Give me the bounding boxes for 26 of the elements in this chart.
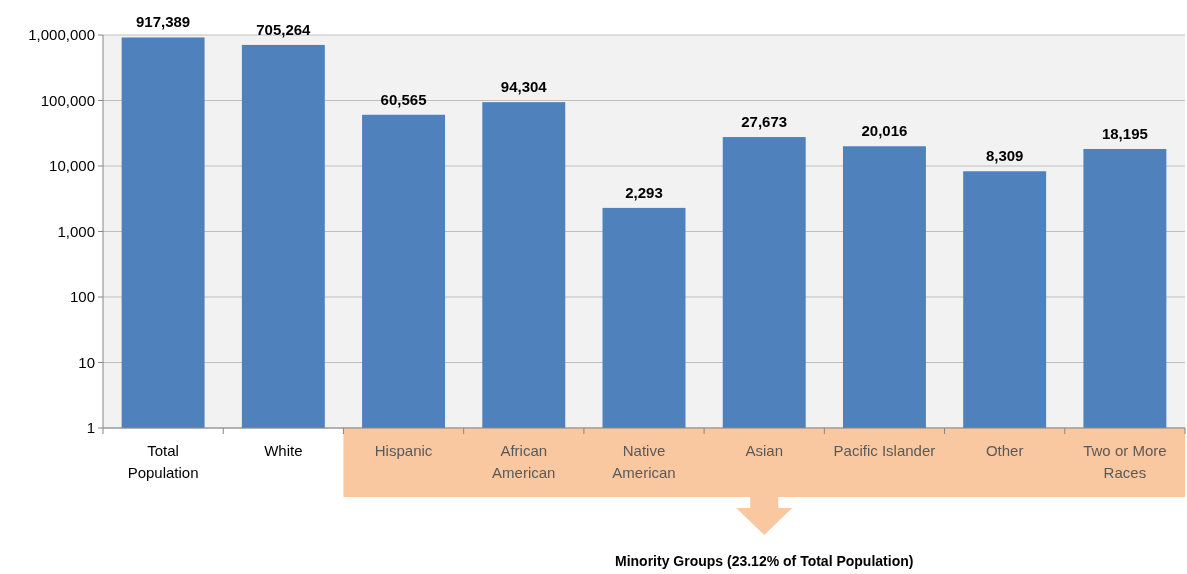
data-label: 705,264 — [256, 20, 312, 38]
y-tick-label: 100,000 — [40, 91, 95, 109]
y-tick-label: 1 — [86, 419, 95, 437]
text: Minority Groups (23.12% of Total Population) — [615, 553, 914, 569]
y-tick-label: 1,000,000 — [28, 26, 95, 44]
x-tick-label: Asian — [745, 442, 783, 459]
x-tick-label: Native American — [612, 442, 676, 481]
data-label: 917,389 — [135, 13, 191, 31]
y-tick-label: 10 — [78, 353, 95, 371]
data-label: 2,293 — [625, 183, 663, 201]
y-tick-label: 1,000 — [57, 222, 95, 240]
x-tick-label: African American — [492, 442, 556, 481]
data-label: 60,565 — [380, 90, 427, 108]
x-tick-label: White — [264, 442, 303, 459]
data-label: 18,195 — [1101, 124, 1148, 142]
y-tick-label: 100 — [69, 288, 95, 306]
x-tick-label: Two or More Races — [1083, 442, 1167, 481]
x-tick-label: Hispanic — [374, 442, 433, 459]
x-tick-label: Other — [985, 442, 1024, 459]
data-label: 94,304 — [500, 78, 548, 96]
data-label: 8,309 — [985, 147, 1024, 165]
data-label: 20,016 — [861, 122, 908, 140]
x-tick-label: Total Population — [127, 442, 199, 481]
x-tick-label: Pacific Islander — [833, 442, 936, 459]
y-tick-label: 10,000 — [49, 157, 95, 175]
data-label: 27,673 — [741, 113, 788, 131]
